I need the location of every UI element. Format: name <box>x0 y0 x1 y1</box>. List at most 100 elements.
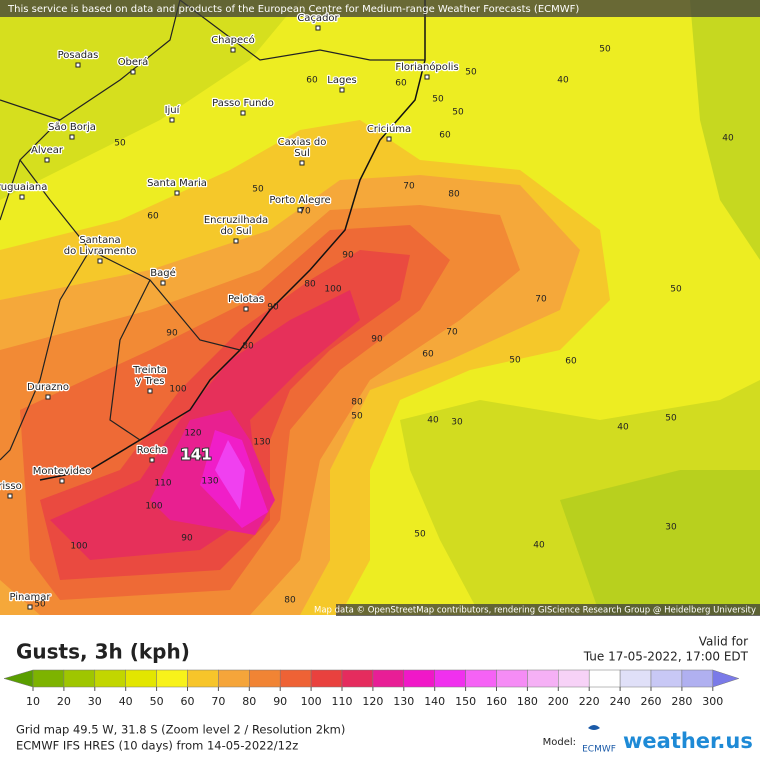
brand: weather.us <box>623 729 753 753</box>
legend-swatch <box>63 669 96 688</box>
city-label: Passo Fundo <box>212 98 274 109</box>
city-label: Encruzilhada <box>204 215 268 226</box>
contour-label: 50 <box>509 356 521 366</box>
legend-swatch <box>156 669 188 688</box>
contour-label: 60 <box>306 76 318 86</box>
city-marker <box>233 238 239 244</box>
notice-bar <box>0 0 760 17</box>
contour-label: 50 <box>465 68 477 78</box>
legend-title: Gusts, 3h (kph) <box>16 640 190 664</box>
legend-tick-label: 120 <box>362 695 383 708</box>
city-label: Pinamar <box>9 592 51 603</box>
contour-label: 80 <box>448 190 460 200</box>
contour-label: 60 <box>439 131 451 141</box>
city-label: Santa Maria <box>147 178 207 189</box>
contour-label: 100 <box>145 502 162 512</box>
city-marker <box>27 604 33 610</box>
legend-tick-label: 300 <box>702 695 723 708</box>
city-label: Chapecó <box>211 34 255 46</box>
contour-label: 90 <box>342 251 354 261</box>
contour-label: 90 <box>371 335 383 345</box>
max-label: 141 <box>180 446 211 464</box>
legend-tick-label: 140 <box>424 695 445 708</box>
legend-tick-label: 70 <box>211 695 225 708</box>
contour-label: 50 <box>351 412 363 422</box>
legend-tick-label: 110 <box>332 695 353 708</box>
contour-label: 130 <box>201 477 218 487</box>
city-marker <box>147 388 153 394</box>
contour-label: 60 <box>395 79 407 89</box>
city-label: Santana <box>79 235 120 246</box>
contour-label: 70 <box>535 295 547 305</box>
legend-swatch <box>187 669 219 688</box>
model-label: Model: <box>543 737 576 748</box>
legend-swatch <box>619 669 652 688</box>
contour-label: 100 <box>324 285 341 295</box>
legend-swatch <box>249 669 281 688</box>
legend-arrow <box>712 669 740 688</box>
contour-label: 80 <box>351 398 363 408</box>
legend-tick-label: 60 <box>181 695 195 708</box>
city-label: Rocha <box>137 445 168 456</box>
city-label: y Tres <box>136 376 165 387</box>
contour-label: 90 <box>267 303 279 313</box>
contour-label: 80 <box>242 342 254 352</box>
contour-label: 120 <box>184 429 201 439</box>
city-marker <box>386 136 392 142</box>
city-label: Florianópolis <box>395 61 458 73</box>
contour-label: 50 <box>432 95 444 105</box>
contour-label: 110 <box>154 479 171 489</box>
legend-tick-label: 130 <box>393 695 414 708</box>
city-label: São Borja <box>48 122 96 133</box>
contour-label: 90 <box>181 534 193 544</box>
city-label: Durazno <box>27 382 69 393</box>
valid-label: Valid for <box>699 635 748 649</box>
contour-label: 70 <box>446 328 458 338</box>
city-label: Pelotas <box>228 294 264 305</box>
city-marker <box>240 110 246 116</box>
city-marker <box>19 194 25 200</box>
field-green <box>560 470 760 615</box>
legend-swatch <box>341 669 374 688</box>
legend-tick-label: 180 <box>517 695 538 708</box>
ecmwf-icon <box>588 725 600 730</box>
notice: This service is based on data and produc… <box>7 4 579 15</box>
contour-label: 50 <box>252 185 264 195</box>
legend-swatch <box>279 669 312 688</box>
city-label: ruguaiana <box>0 182 47 193</box>
legend-tick-label: 10 <box>26 695 40 708</box>
city-marker <box>297 207 303 213</box>
legend-swatch <box>218 669 250 688</box>
city-label: Oberá <box>118 56 149 68</box>
contour-label: 30 <box>451 418 463 428</box>
city-marker <box>7 493 13 499</box>
contour-label: 80 <box>284 596 296 606</box>
city-marker <box>160 280 166 286</box>
legend-swatch <box>94 669 126 688</box>
attribution: Map data © OpenStreetMap contributors, r… <box>314 606 756 616</box>
legend-tick-label: 200 <box>548 695 569 708</box>
legend-swatch <box>403 669 435 688</box>
city-marker <box>299 160 305 166</box>
legend-tick-label: 160 <box>486 695 507 708</box>
city-label: Lages <box>327 75 356 86</box>
contour-label: 70 <box>299 207 311 217</box>
city-marker <box>339 87 345 93</box>
city-marker <box>169 117 175 123</box>
city-marker <box>315 25 321 31</box>
contour-label: 30 <box>665 523 677 533</box>
legend-swatch <box>32 669 65 688</box>
city-label: Sul <box>294 148 309 159</box>
city-marker <box>45 394 51 400</box>
legend-tick-label: 150 <box>455 695 476 708</box>
city-marker <box>75 62 81 68</box>
contour-label: 40 <box>722 134 734 144</box>
city-label: Montevideo <box>33 466 91 477</box>
legend-tick-label: 40 <box>119 695 133 708</box>
contour-label: 80 <box>304 280 316 290</box>
legend-tick-label: 220 <box>579 695 600 708</box>
city-label: Porto Alegre <box>269 195 330 206</box>
coastline <box>39 0 426 481</box>
